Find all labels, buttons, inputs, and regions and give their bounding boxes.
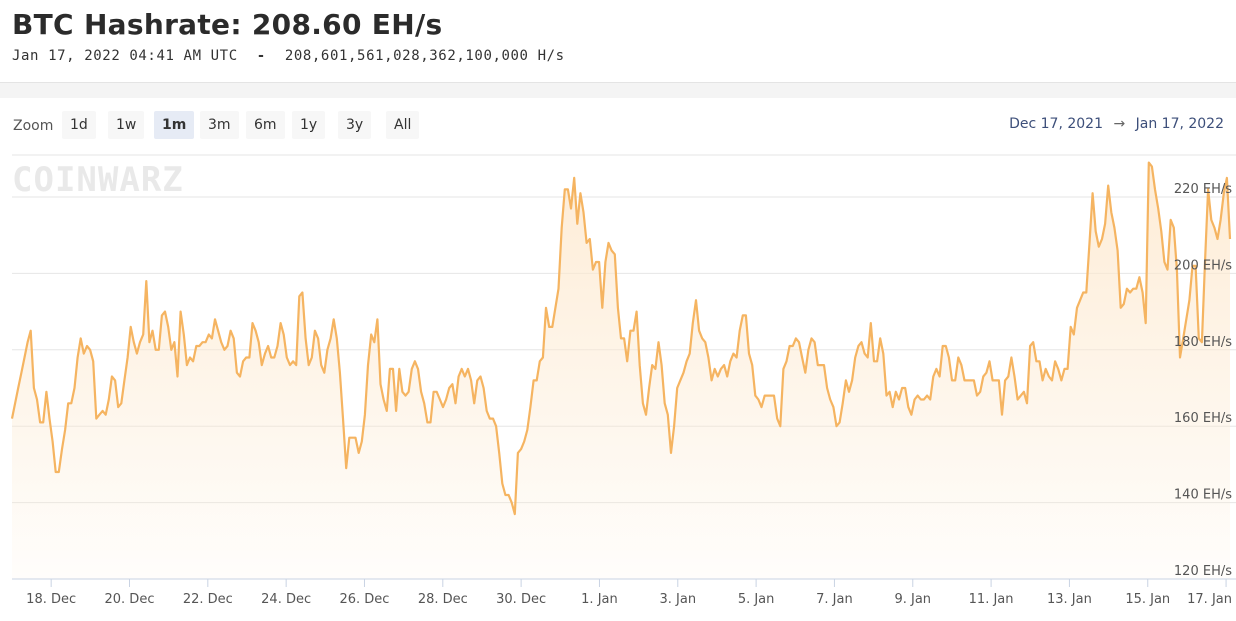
- zoom-button-3m[interactable]: 3m: [200, 111, 239, 139]
- zoom-button-6m[interactable]: 6m: [246, 111, 285, 139]
- x-axis: 18. Dec 20. Dec 22. Dec 24. Dec 26. Dec 28. D…: [12, 578, 1236, 607]
- series-area: [12, 162, 1230, 579]
- range-arrow: →: [1113, 116, 1126, 132]
- x-tick-label: 28. Dec: [418, 592, 468, 607]
- x-tick-label: 7. Jan: [816, 592, 853, 607]
- x-tick-label: 20. Dec: [105, 592, 155, 607]
- x-tick-label: 11. Jan: [969, 592, 1014, 607]
- range-from[interactable]: Dec 17, 2021: [1009, 116, 1103, 132]
- page-header: BTC Hashrate: 208.60 EH/s Jan 17, 2022 0…: [0, 0, 1236, 82]
- x-tick-label: 15. Jan: [1125, 592, 1170, 607]
- page-title: BTC Hashrate: 208.60 EH/s: [12, 8, 443, 41]
- zoom-button-3y[interactable]: 3y: [338, 111, 372, 139]
- date-range: Dec 17, 2021 → Jan 17, 2022: [1009, 116, 1224, 132]
- raw-hashrate: 208,601,561,028,362,100,000 H/s: [284, 48, 565, 64]
- x-tick-label: 24. Dec: [261, 592, 311, 607]
- y-axis: 120 EH/s 140 EH/s 160 EH/s 180 EH/s 200 EH/s…: [1174, 182, 1232, 579]
- zoom-label: Zoom: [13, 118, 54, 134]
- x-tick-label: 9. Jan: [894, 592, 931, 607]
- y-tick-label: 140 EH/s: [1174, 488, 1232, 503]
- y-tick-label: 200 EH/s: [1174, 258, 1232, 273]
- hashrate-subtitle: Jan 17, 2022 04:41 AM UTC - 208,601,561,…: [12, 48, 565, 64]
- zoom-button-1m[interactable]: 1m: [154, 111, 195, 139]
- zoom-button-All[interactable]: All: [386, 111, 420, 139]
- range-to[interactable]: Jan 17, 2022: [1135, 116, 1224, 132]
- timestamp: Jan 17, 2022 04:41 AM UTC: [12, 48, 238, 64]
- x-tick-label: 17. Jan: [1187, 592, 1232, 607]
- x-tick-label: 30. Dec: [496, 592, 546, 607]
- x-tick-label: 26. Dec: [339, 592, 389, 607]
- x-tick-label: 1. Jan: [581, 592, 618, 607]
- x-tick-label: 3. Jan: [659, 592, 696, 607]
- separator: -: [256, 48, 266, 64]
- y-tick-label: 120 EH/s: [1174, 564, 1232, 579]
- x-tick-label: 18. Dec: [26, 592, 76, 607]
- section-gap: [0, 82, 1236, 99]
- x-tick-label: 5. Jan: [738, 592, 775, 607]
- y-tick-label: 220 EH/s: [1174, 182, 1232, 197]
- y-tick-label: 160 EH/s: [1174, 411, 1232, 426]
- zoom-button-1w[interactable]: 1w: [108, 111, 145, 139]
- zoom-button-1d[interactable]: 1d: [62, 111, 96, 139]
- coinwarz-logo: COINWARZ: [12, 160, 184, 200]
- y-tick-label: 180 EH/s: [1174, 335, 1232, 350]
- series-line: [10, 161, 1232, 516]
- zoom-button-1y[interactable]: 1y: [292, 111, 326, 139]
- area-layer: [10, 161, 1232, 579]
- x-tick-label: 13. Jan: [1047, 592, 1092, 607]
- x-tick-label: 22. Dec: [183, 592, 233, 607]
